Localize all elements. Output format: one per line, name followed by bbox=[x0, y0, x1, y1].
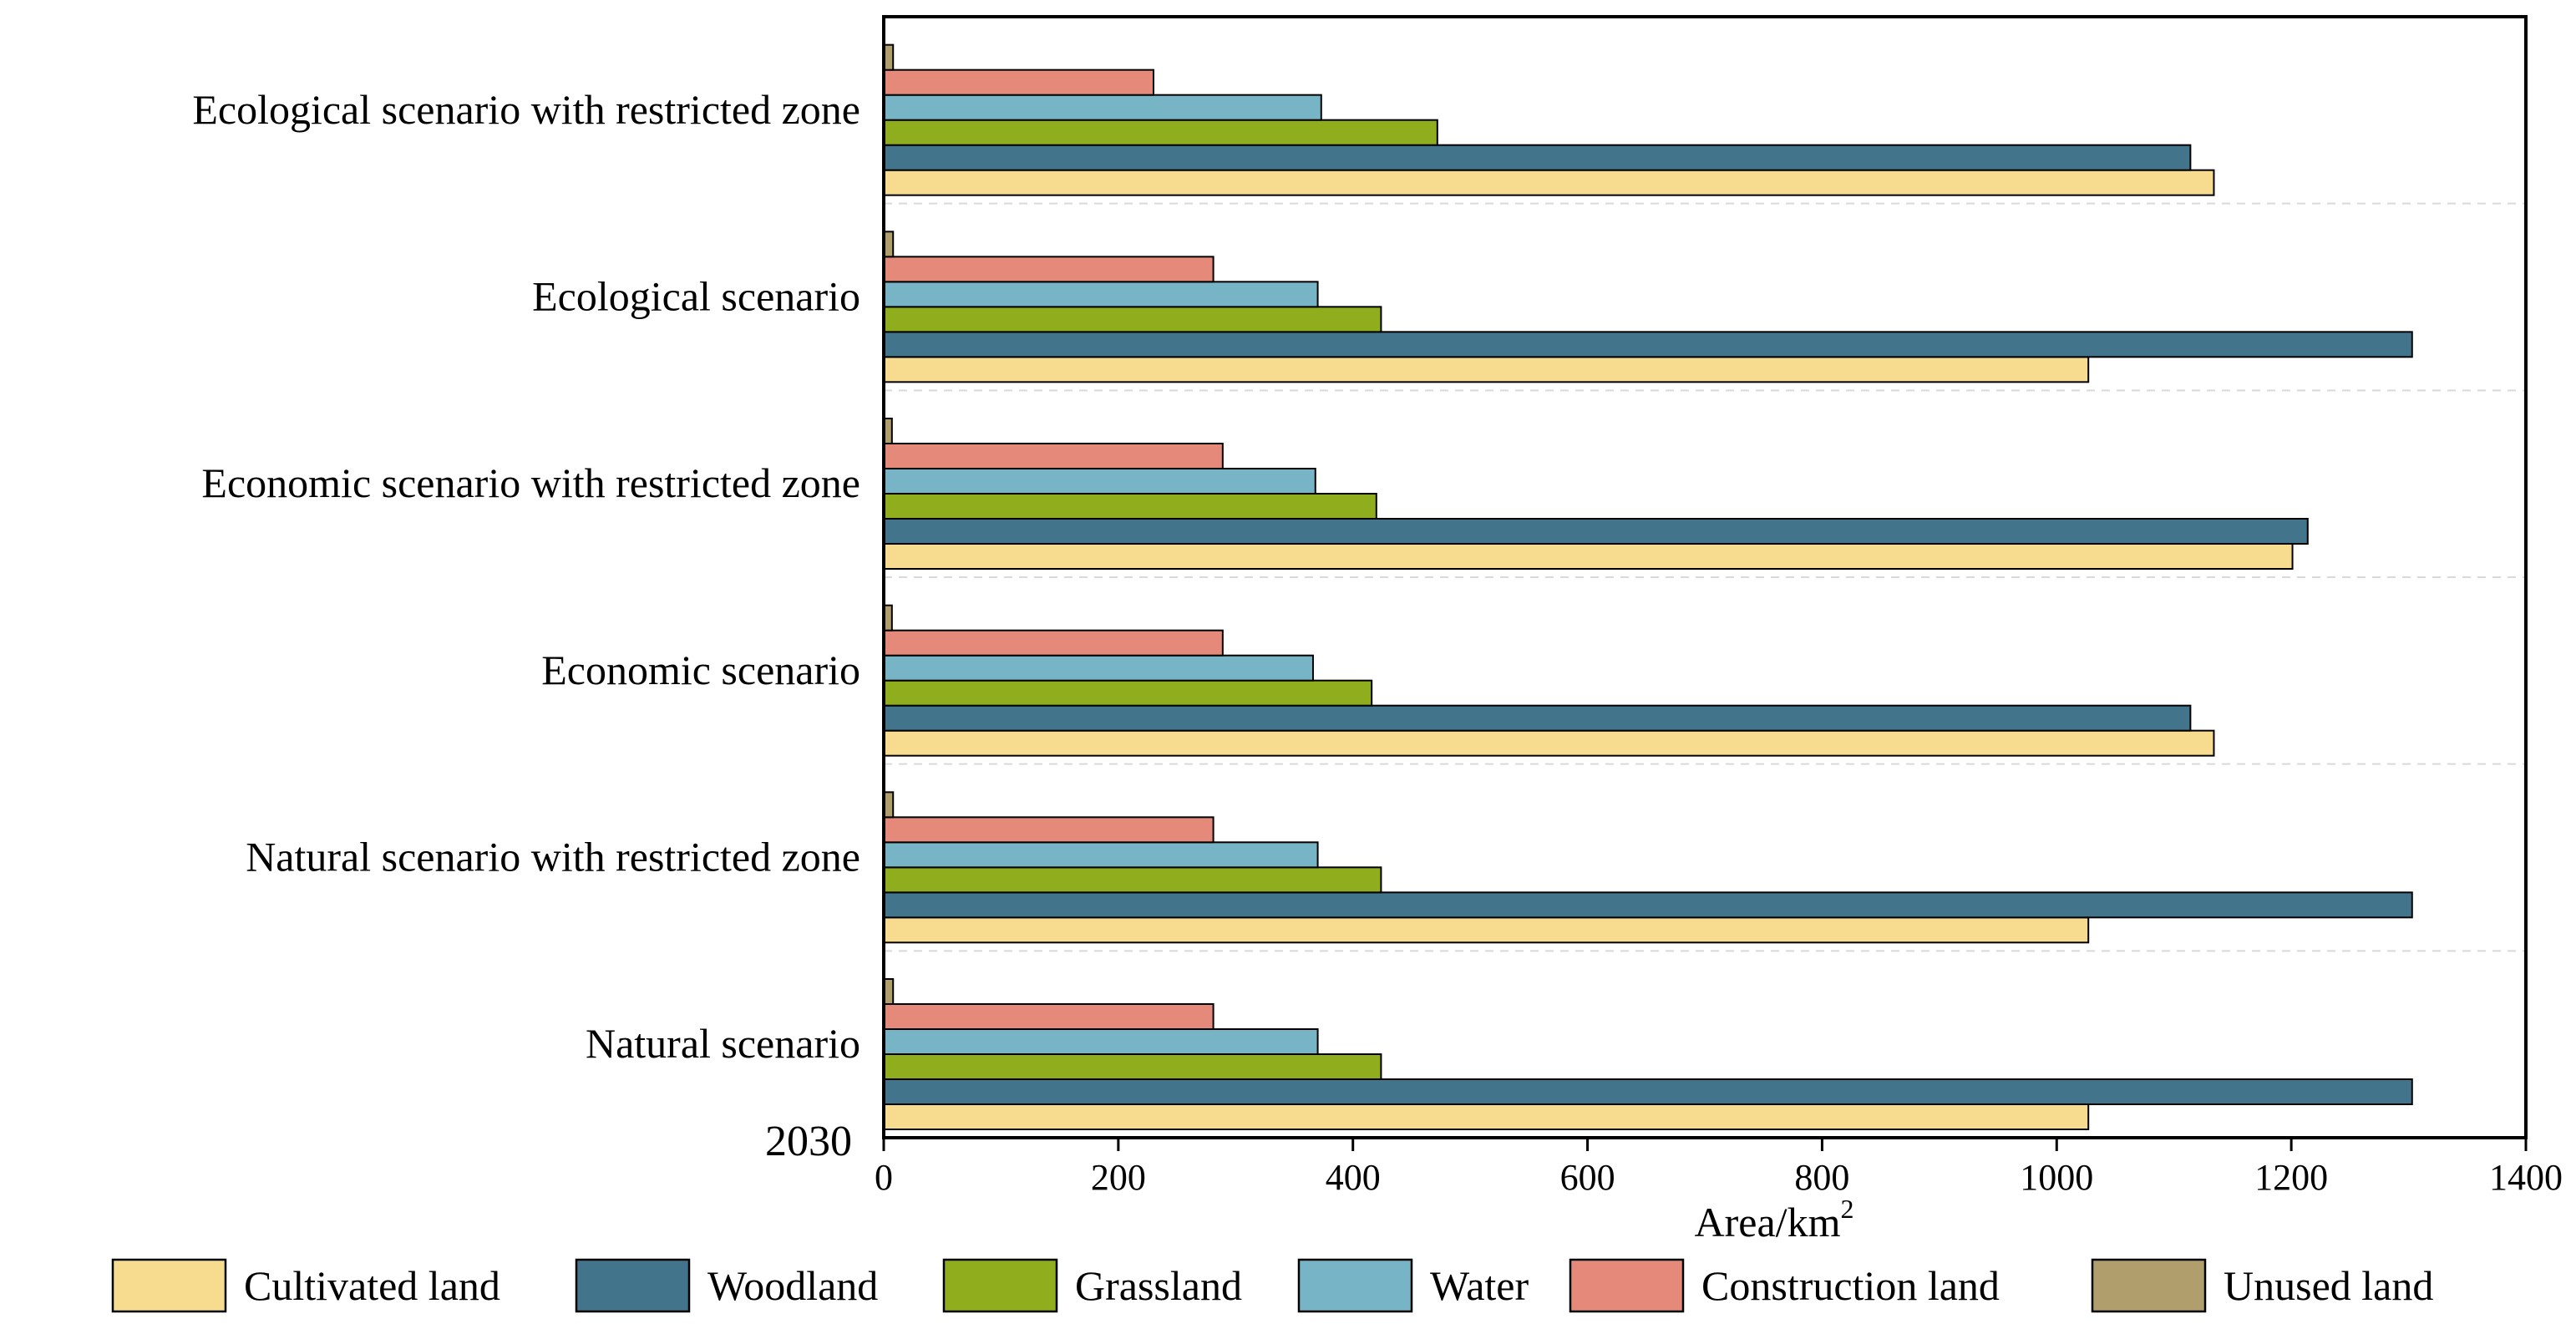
bars bbox=[883, 43, 2413, 1130]
x-tick-label: 400 bbox=[1326, 1157, 1381, 1198]
bar-grassland bbox=[883, 866, 1382, 894]
legend-swatch-unused-land bbox=[2091, 1258, 2207, 1313]
x-tick-label: 200 bbox=[1091, 1157, 1146, 1198]
legend-label: Water bbox=[1430, 1262, 1529, 1309]
x-axis-ticks: 0 200 400 600 800 1000 1200 1400 bbox=[875, 1138, 2563, 1198]
legend-swatch-construction-land bbox=[1569, 1258, 1685, 1313]
legend-swatch-woodland bbox=[575, 1258, 691, 1313]
x-tick-label: 0 bbox=[875, 1157, 893, 1198]
x-tick-label: 1200 bbox=[2254, 1157, 2328, 1198]
bar-woodland bbox=[883, 704, 2192, 732]
x-tick-label: 800 bbox=[1794, 1157, 1849, 1198]
bar-woodland bbox=[883, 331, 2413, 358]
bar-woodland bbox=[883, 144, 2192, 171]
bar-water bbox=[883, 1028, 1319, 1055]
bar-water bbox=[883, 281, 1319, 308]
legend: Cultivated land Woodland Grassland Water Con… bbox=[111, 1258, 2433, 1313]
bar-water bbox=[883, 841, 1319, 869]
year-label: 2030 bbox=[765, 1118, 852, 1165]
legend-swatch-grassland bbox=[942, 1258, 1058, 1313]
category-separators bbox=[884, 202, 2526, 952]
bar-construction-land bbox=[883, 68, 1154, 96]
bar-grassland bbox=[883, 1053, 1382, 1080]
legend-label: Grassland bbox=[1075, 1262, 1242, 1309]
bar-cultivated-land bbox=[883, 169, 2215, 196]
legend-label: Woodland bbox=[707, 1262, 878, 1309]
legend-label: Cultivated land bbox=[244, 1262, 500, 1309]
category-label: Natural scenario bbox=[586, 1020, 860, 1067]
bar-grassland bbox=[883, 493, 1377, 520]
legend-label: Construction land bbox=[1701, 1262, 2000, 1309]
bar-grassland bbox=[883, 306, 1382, 333]
x-axis-title-text: Area/km bbox=[1695, 1199, 1841, 1245]
legend-swatch-water bbox=[1297, 1258, 1413, 1313]
bar-cultivated-land bbox=[883, 1103, 2090, 1130]
bar-woodland bbox=[883, 1078, 2413, 1105]
x-tick-label: 600 bbox=[1560, 1157, 1615, 1198]
bar-construction-land bbox=[883, 629, 1224, 657]
category-labels: Natural scenario Natural scenario with re… bbox=[192, 86, 860, 1067]
x-tick-label: 1400 bbox=[2489, 1157, 2563, 1198]
bar-construction-land bbox=[883, 443, 1224, 469]
bar-construction-land bbox=[883, 816, 1214, 844]
x-axis-title-superscript: 2 bbox=[1840, 1194, 1853, 1224]
bar-water bbox=[883, 468, 1316, 495]
category-label: Natural scenario with restricted zone bbox=[246, 834, 860, 880]
bar-grassland bbox=[883, 679, 1373, 707]
legend-label: Unused land bbox=[2224, 1262, 2433, 1309]
bar-cultivated-land bbox=[883, 543, 2294, 570]
bar-cultivated-land bbox=[883, 916, 2090, 944]
bar-grassland bbox=[883, 119, 1438, 146]
legend-swatch-cultivated-land bbox=[111, 1258, 227, 1313]
bar-construction-land bbox=[883, 256, 1214, 283]
bar-water bbox=[883, 654, 1314, 682]
x-tick-label: 1000 bbox=[2020, 1157, 2093, 1198]
bar-water bbox=[883, 94, 1322, 121]
category-label: Ecological scenario bbox=[532, 273, 860, 320]
category-label: Ecological scenario with restricted zone bbox=[192, 86, 860, 133]
bar-woodland bbox=[883, 518, 2309, 545]
plot-frame bbox=[882, 15, 2528, 1139]
bar-cultivated-land bbox=[883, 356, 2090, 383]
category-label: Economic scenario with restricted zone bbox=[201, 459, 860, 506]
category-label: Economic scenario bbox=[541, 647, 860, 693]
bar-construction-land bbox=[883, 1003, 1214, 1030]
x-axis-title: Area/km2 bbox=[1695, 1194, 1854, 1245]
bar-woodland bbox=[883, 891, 2413, 919]
bar-cultivated-land bbox=[883, 729, 2215, 757]
